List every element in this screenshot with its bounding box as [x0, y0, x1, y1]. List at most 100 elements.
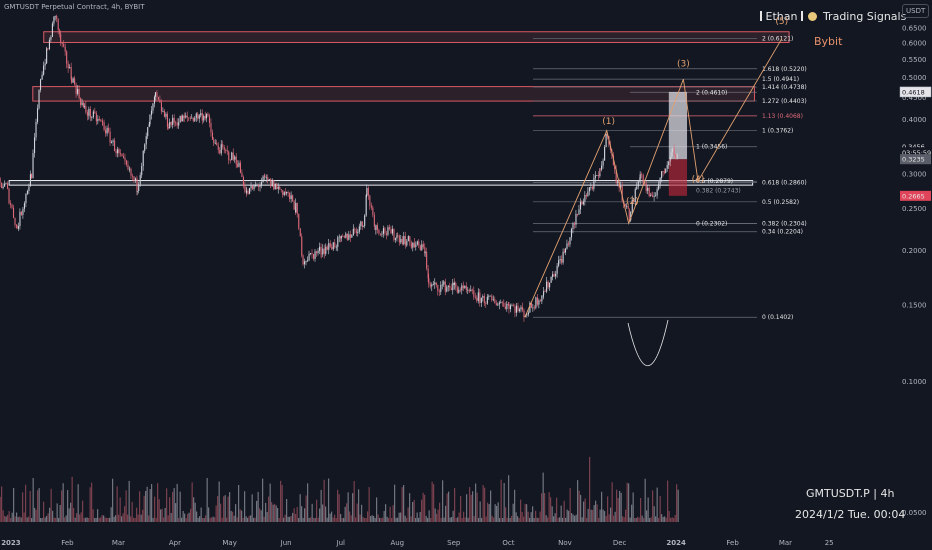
- volume-bar: [670, 518, 672, 522]
- candle: [186, 115, 188, 118]
- candle: [538, 300, 540, 305]
- volume-bar: [238, 485, 240, 522]
- volume-bar: [392, 505, 394, 522]
- brand-name: Ethan: [765, 10, 798, 23]
- candle: [320, 253, 322, 255]
- brand-bar-icon: [760, 11, 762, 21]
- volume-bar: [544, 493, 546, 522]
- candle: [637, 180, 639, 187]
- candle: [652, 195, 654, 197]
- volume-bar: [436, 513, 438, 522]
- candle: [596, 175, 598, 176]
- brand-bar-icon: [800, 11, 803, 21]
- volume-bar: [512, 503, 514, 522]
- currency-button[interactable]: USDT: [902, 4, 930, 18]
- volume-bar: [112, 478, 114, 522]
- candle: [142, 150, 144, 167]
- candle: [523, 310, 525, 318]
- candle: [19, 211, 21, 227]
- volume-bar: [616, 489, 618, 522]
- candle: [599, 168, 601, 170]
- candle: [53, 16, 55, 24]
- candle: [138, 184, 140, 191]
- candle: [4, 183, 6, 187]
- volume-bar: [527, 511, 529, 522]
- volume-bar: [445, 505, 447, 522]
- price-tag-label: 0.4618: [902, 88, 925, 96]
- candle: [366, 188, 368, 196]
- candle: [136, 190, 138, 192]
- fib-level-label: 1.414 (0.4738): [762, 84, 807, 91]
- candle: [615, 169, 617, 183]
- volume-bar: [136, 507, 138, 522]
- volume-bar: [277, 508, 279, 522]
- candle: [376, 225, 379, 230]
- volume-bar: [472, 491, 474, 522]
- candle: [597, 175, 599, 177]
- candle: [195, 113, 197, 119]
- fib-ext-label: 0.5 (0.2879): [696, 178, 733, 185]
- volume-bar: [212, 516, 214, 522]
- candle: [419, 245, 421, 251]
- volume-bar: [491, 515, 493, 522]
- volume-bar: [76, 513, 78, 522]
- volume-bar: [242, 517, 244, 522]
- candle: [66, 51, 68, 64]
- candle: [549, 282, 551, 288]
- y-tick-label: 0.2000: [902, 247, 927, 255]
- candle: [387, 227, 389, 235]
- candle: [512, 305, 515, 307]
- candle: [476, 297, 478, 301]
- candle: [238, 162, 240, 167]
- volume-bar: [269, 483, 271, 522]
- volume-bar: [217, 496, 219, 522]
- fib-level-label: 1.618 (0.5220): [762, 66, 807, 73]
- volume-bar: [667, 480, 669, 522]
- candle: [555, 273, 557, 277]
- volume-bar: [179, 491, 181, 522]
- candle: [165, 113, 167, 117]
- volume-bar: [235, 504, 237, 522]
- candle: [482, 296, 484, 298]
- volume-bar: [553, 516, 555, 522]
- candle: [86, 112, 88, 116]
- volume-bar: [142, 509, 144, 522]
- volume-bar: [649, 518, 651, 522]
- candle: [489, 295, 491, 297]
- volume-bar: [545, 515, 547, 522]
- candle: [659, 178, 661, 185]
- candle: [354, 228, 356, 231]
- volume-bar: [220, 503, 222, 522]
- volume-bar: [113, 516, 115, 522]
- x-tick-label: Sep: [447, 539, 461, 547]
- candle: [41, 74, 43, 80]
- candle: [271, 180, 273, 187]
- candle: [396, 235, 398, 239]
- candle: [175, 122, 177, 124]
- volume-bar: [599, 509, 601, 522]
- volume-bar: [31, 518, 33, 522]
- price-tag: [900, 190, 931, 201]
- candle: [676, 154, 678, 159]
- volume-bar: [124, 506, 126, 522]
- volume-bar: [482, 485, 484, 522]
- candle: [424, 247, 426, 254]
- candle: [70, 67, 72, 79]
- candle: [410, 242, 412, 248]
- volume-bar: [439, 502, 441, 522]
- volume-bar: [308, 518, 310, 522]
- candle: [416, 241, 418, 245]
- candle: [320, 246, 322, 254]
- candle: [627, 205, 629, 209]
- chart-symbol-title: GMTUSDT Perpetual Contract, 4h, BYBIT: [4, 3, 145, 11]
- candle: [61, 42, 63, 45]
- volume-bar: [254, 517, 256, 522]
- fib-ext-label: 1 (0.3456): [696, 144, 727, 151]
- candle: [495, 303, 497, 306]
- candle: [81, 102, 83, 105]
- x-tick-label: Mar: [112, 539, 125, 547]
- candle: [54, 15, 56, 17]
- candle: [621, 185, 623, 201]
- candle: [361, 221, 363, 227]
